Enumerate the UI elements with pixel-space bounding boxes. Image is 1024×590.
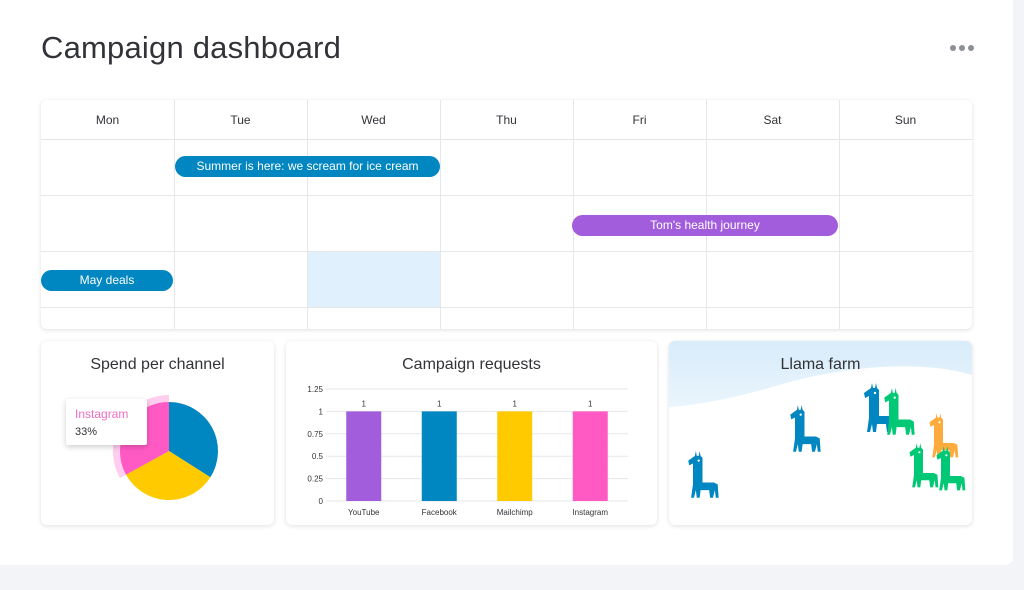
x-tick-label: YouTube <box>348 508 380 517</box>
tooltip-channel-name: Instagram <box>75 407 129 421</box>
y-tick-label: 0.5 <box>312 452 324 461</box>
widget-title: Spend per channel <box>90 356 225 373</box>
bar-data-label: 1 <box>513 399 518 408</box>
bar-data-label: 1 <box>362 399 367 408</box>
llama-farm-widget: Llama farm <box>669 341 972 525</box>
x-tick-label: Mailchimp <box>497 508 534 517</box>
calendar-header: Mon Tue Wed Thu Fri Sat Sun <box>41 100 972 140</box>
grid-line <box>440 100 441 329</box>
pie-slice-mailchimp[interactable] <box>126 451 211 500</box>
llama-herd <box>688 383 966 500</box>
day-header-sat: Sat <box>763 113 782 127</box>
grid-line <box>307 100 308 329</box>
bar-facebook[interactable] <box>421 411 457 501</box>
bar-instagram[interactable] <box>572 411 608 501</box>
highlighted-day-cell[interactable] <box>307 252 440 308</box>
spend-per-channel-widget: Spend per channel Instagram 33% <box>41 341 274 525</box>
bar-mailchimp[interactable] <box>497 411 533 501</box>
page-title: Campaign dashboard <box>41 30 342 65</box>
llama-icon <box>790 405 821 454</box>
grid-line <box>706 100 707 329</box>
event-may-deals[interactable]: May deals <box>41 270 173 291</box>
grid-line <box>41 307 972 308</box>
grid-line <box>839 100 840 329</box>
day-header-thu: Thu <box>496 113 517 127</box>
x-tick-label: Facebook <box>422 508 458 517</box>
llama-icon <box>688 451 719 500</box>
grid-line <box>573 100 574 329</box>
widget-title: Llama farm <box>780 356 861 373</box>
bar-data-label: 1 <box>588 399 593 408</box>
campaign-requests-widget: Campaign requests 0 0.25 0.5 0.75 1 1.25 1 YouT… <box>286 341 657 525</box>
day-header-wed: Wed <box>361 113 386 127</box>
bar-chart: 0 0.25 0.5 0.75 1 1.25 1 YouTube 1 Facebook 1 Mailc… <box>307 385 628 517</box>
x-tick-label: Instagram <box>572 508 608 517</box>
y-tick-label: 1.25 <box>307 385 323 394</box>
calendar-widget: Mon Tue Wed Thu Fri Sat Sun Summer is he… <box>41 100 972 329</box>
day-header-fri: Fri <box>632 113 647 127</box>
y-tick-label: 0 <box>319 497 324 506</box>
pie-tooltip: Instagram 33% <box>66 399 147 445</box>
pie-slice-facebook[interactable] <box>169 402 218 478</box>
grid-line <box>174 100 175 329</box>
y-tick-label: 0.75 <box>307 430 323 439</box>
widget-title: Campaign requests <box>402 356 541 373</box>
dashboard-frame: Campaign dashboard Mon Tue Wed Thu Fri S… <box>0 0 1013 565</box>
day-header-mon: Mon <box>95 113 120 127</box>
tooltip-percentage: 33% <box>75 426 98 438</box>
llama-icon <box>936 446 966 492</box>
day-header-sun: Sun <box>894 113 917 127</box>
event-toms-health-journey[interactable]: Tom's health journey <box>572 215 838 236</box>
grid-line <box>41 251 972 252</box>
grid-line <box>41 195 972 196</box>
y-tick-label: 0.25 <box>307 475 323 484</box>
more-options-icon[interactable] <box>946 38 978 58</box>
llama-icon <box>909 443 939 489</box>
day-header-tue: Tue <box>230 113 251 127</box>
llama-icon <box>864 383 896 434</box>
bar-data-label: 1 <box>437 399 442 408</box>
bar-youtube[interactable] <box>346 411 382 501</box>
llama-icon <box>884 388 915 437</box>
y-tick-label: 1 <box>319 407 324 416</box>
event-summer-ice-cream[interactable]: Summer is here: we scream for ice cream <box>175 156 440 177</box>
llama-farm-background <box>669 341 972 407</box>
